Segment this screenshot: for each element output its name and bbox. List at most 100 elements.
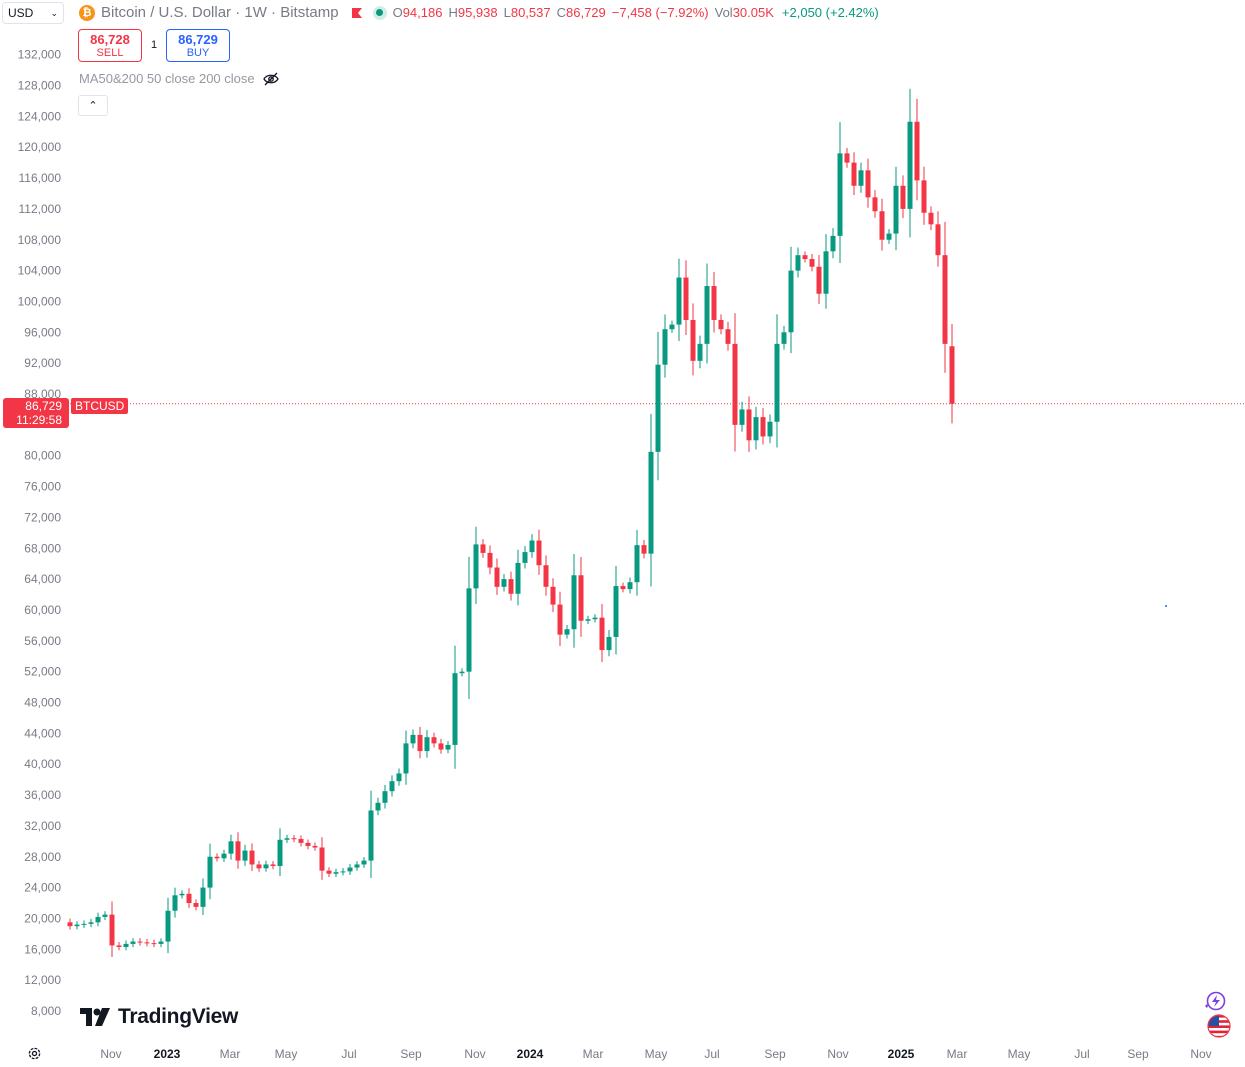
candle-body[interactable] bbox=[697, 343, 703, 361]
symbol-title[interactable]: Bitcoin / U.S. Dollar · 1W · Bitstamp bbox=[101, 4, 339, 21]
candle-body[interactable] bbox=[921, 180, 927, 213]
candle-body[interactable] bbox=[466, 588, 472, 672]
candle-body[interactable] bbox=[711, 286, 717, 320]
candle-body[interactable] bbox=[298, 839, 304, 843]
candle-body[interactable] bbox=[620, 586, 626, 590]
candle-body[interactable] bbox=[312, 845, 318, 848]
candle-body[interactable] bbox=[837, 153, 843, 236]
candle-body[interactable] bbox=[88, 922, 94, 924]
candle-body[interactable] bbox=[543, 565, 549, 587]
candle-body[interactable] bbox=[522, 552, 528, 563]
candle-body[interactable] bbox=[655, 364, 661, 452]
candle-body[interactable] bbox=[865, 170, 871, 198]
candle-body[interactable] bbox=[949, 346, 955, 404]
candle-body[interactable] bbox=[900, 185, 906, 209]
candle-body[interactable] bbox=[172, 895, 178, 911]
candle-body[interactable] bbox=[781, 332, 787, 344]
candle-body[interactable] bbox=[263, 864, 269, 869]
candle-body[interactable] bbox=[641, 545, 647, 554]
candle-body[interactable] bbox=[774, 343, 780, 422]
candle-body[interactable] bbox=[872, 197, 878, 212]
candle-body[interactable] bbox=[851, 162, 857, 186]
candle-body[interactable] bbox=[445, 744, 451, 750]
candle-body[interactable] bbox=[564, 629, 570, 635]
currency-select[interactable]: USD ⌄ bbox=[2, 2, 64, 24]
candle-body[interactable] bbox=[802, 255, 808, 260]
candle-body[interactable] bbox=[95, 916, 101, 923]
candle-body[interactable] bbox=[690, 319, 696, 361]
candle-body[interactable] bbox=[487, 552, 493, 568]
candle-body[interactable] bbox=[186, 893, 192, 904]
candle-body[interactable] bbox=[494, 567, 500, 587]
candle-body[interactable] bbox=[928, 212, 934, 225]
candle-body[interactable] bbox=[291, 838, 297, 840]
candle-body[interactable] bbox=[431, 737, 437, 744]
candle-body[interactable] bbox=[396, 773, 402, 782]
candle-body[interactable] bbox=[74, 924, 80, 927]
candle-body[interactable] bbox=[347, 867, 353, 872]
candle-body[interactable] bbox=[326, 870, 332, 874]
candle-body[interactable] bbox=[935, 224, 941, 256]
candle-body[interactable] bbox=[844, 153, 850, 163]
candle-body[interactable] bbox=[753, 417, 759, 441]
candle-body[interactable] bbox=[830, 235, 836, 252]
candle-body[interactable] bbox=[438, 743, 444, 750]
candle-body[interactable] bbox=[361, 860, 367, 865]
candle-body[interactable] bbox=[193, 903, 199, 907]
candle-body[interactable] bbox=[123, 943, 129, 947]
candle-body[interactable] bbox=[480, 544, 486, 553]
candle-body[interactable] bbox=[613, 586, 619, 637]
candle-body[interactable] bbox=[662, 329, 668, 365]
candle-body[interactable] bbox=[179, 893, 185, 896]
candle-body[interactable] bbox=[515, 562, 521, 594]
indicator-legend[interactable]: MA50&200 50 close 200 close bbox=[79, 71, 279, 86]
candle-body[interactable] bbox=[592, 617, 598, 620]
sell-button[interactable]: 86,728 SELL bbox=[78, 29, 142, 62]
candle-body[interactable] bbox=[228, 841, 234, 854]
candle-body[interactable] bbox=[109, 914, 115, 946]
candle-body[interactable] bbox=[760, 417, 766, 437]
candle-body[interactable] bbox=[718, 319, 724, 330]
candle-body[interactable] bbox=[508, 579, 514, 594]
candle-body[interactable] bbox=[256, 864, 262, 869]
candle-body[interactable] bbox=[683, 277, 689, 320]
eye-off-icon[interactable] bbox=[262, 72, 279, 86]
candle-body[interactable] bbox=[809, 259, 815, 267]
candle-body[interactable] bbox=[235, 841, 241, 861]
candle-body[interactable] bbox=[599, 617, 605, 651]
flag-icon[interactable] bbox=[351, 7, 363, 19]
candle-body[interactable] bbox=[333, 872, 339, 874]
candle-body[interactable] bbox=[704, 286, 710, 344]
candle-body[interactable] bbox=[137, 941, 143, 943]
candle-body[interactable] bbox=[116, 945, 122, 947]
candle-body[interactable] bbox=[473, 544, 479, 589]
candle-body[interactable] bbox=[284, 838, 290, 840]
candle-body[interactable] bbox=[606, 636, 612, 651]
candle-body[interactable] bbox=[739, 409, 745, 425]
tradingview-logo[interactable]: TradingView bbox=[80, 1005, 238, 1029]
candle-body[interactable] bbox=[305, 842, 311, 846]
candle-body[interactable] bbox=[893, 185, 899, 234]
gear-icon[interactable] bbox=[27, 1046, 42, 1061]
candle-body[interactable] bbox=[417, 734, 423, 752]
candle-body[interactable] bbox=[795, 255, 801, 271]
candle-body[interactable] bbox=[942, 255, 948, 344]
candle-body[interactable] bbox=[914, 121, 920, 181]
candle-body[interactable] bbox=[207, 856, 213, 888]
us-flag-icon[interactable] bbox=[1205, 1014, 1233, 1038]
candle-body[interactable] bbox=[886, 233, 892, 240]
candle-body[interactable] bbox=[424, 737, 430, 752]
candle-body[interactable] bbox=[410, 734, 416, 744]
candle-body[interactable] bbox=[459, 671, 465, 674]
time-axis[interactable]: Nov 2023 Mar May Jul Sep Nov 2024 Mar May Jul Sep No… bbox=[100, 1047, 1211, 1061]
candle-body[interactable] bbox=[452, 673, 458, 745]
candle-body[interactable] bbox=[557, 604, 563, 635]
candle-body[interactable] bbox=[879, 211, 885, 240]
candle-body[interactable] bbox=[501, 579, 507, 587]
candle-body[interactable] bbox=[368, 810, 374, 861]
candle-body[interactable] bbox=[277, 839, 283, 867]
candle-body[interactable] bbox=[585, 619, 591, 621]
candle-body[interactable] bbox=[67, 922, 73, 927]
candle-body[interactable] bbox=[725, 329, 731, 344]
